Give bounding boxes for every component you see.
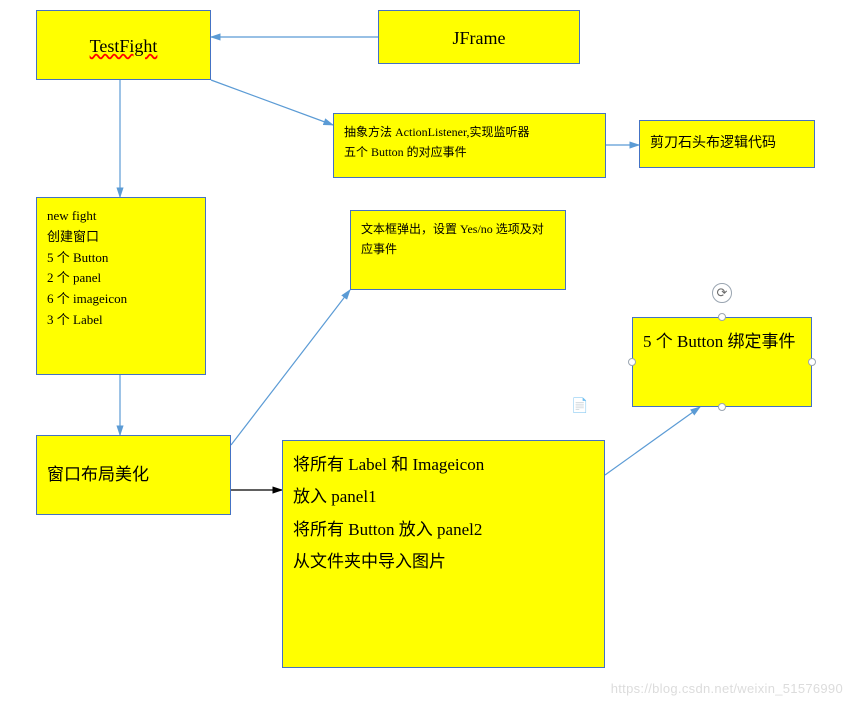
node-line: 3 个 Label: [47, 310, 195, 331]
node-line: 将所有 Label 和 Imageicon: [293, 449, 594, 481]
node-testfight: TestFight: [36, 10, 211, 80]
node-line: 2 个 panel: [47, 268, 195, 289]
node-buttonbind[interactable]: 5 个 Button 绑定事件: [632, 317, 812, 407]
rotation-handle[interactable]: ⟳: [712, 283, 732, 303]
node-jframe: JFrame: [378, 10, 580, 64]
node-line: 放入 panel1: [293, 481, 594, 513]
edge-testfight-abstract: [211, 80, 333, 125]
node-line: 将所有 Button 放入 panel2: [293, 514, 594, 546]
node-label: TestFight: [90, 36, 158, 56]
node-line: 创建窗口: [47, 227, 195, 248]
selection-handle[interactable]: [718, 313, 726, 321]
node-label: JFrame: [453, 28, 506, 48]
edge-layout-popup: [231, 290, 350, 445]
node-line: 从文件夹中导入图片: [293, 546, 594, 578]
word-insert-icon: 📄: [571, 398, 588, 415]
node-line: 应事件: [361, 239, 555, 259]
node-label: 剪刀石头布逻辑代码: [650, 133, 776, 155]
watermark-text: https://blog.csdn.net/weixin_51576990: [611, 681, 843, 696]
edge-panels-buttonbind: [605, 407, 700, 475]
node-line: 6 个 imageicon: [47, 289, 195, 310]
node-line: 五个 Button 的对应事件: [344, 142, 595, 162]
node-line: 抽象方法 ActionListener,实现监听器: [344, 122, 595, 142]
node-label: 窗口布局美化: [47, 459, 149, 491]
node-logic: 剪刀石头布逻辑代码: [639, 120, 815, 168]
node-layout: 窗口布局美化: [36, 435, 231, 515]
node-line: 5 个 Button: [47, 248, 195, 269]
node-label: 5 个 Button 绑定事件: [643, 332, 796, 351]
node-line: new fight: [47, 206, 195, 227]
node-panels: 将所有 Label 和 Imageicon放入 panel1将所有 Button…: [282, 440, 605, 668]
node-abstract: 抽象方法 ActionListener,实现监听器五个 Button 的对应事件: [333, 113, 606, 178]
selection-handle[interactable]: [718, 403, 726, 411]
node-newfight: new fight创建窗口5 个 Button2 个 panel6 个 imag…: [36, 197, 206, 375]
selection-handle[interactable]: [808, 358, 816, 366]
node-popup: 文本框弹出，设置 Yes/no 选项及对应事件: [350, 210, 566, 290]
node-line: 文本框弹出，设置 Yes/no 选项及对: [361, 219, 555, 239]
selection-handle[interactable]: [628, 358, 636, 366]
